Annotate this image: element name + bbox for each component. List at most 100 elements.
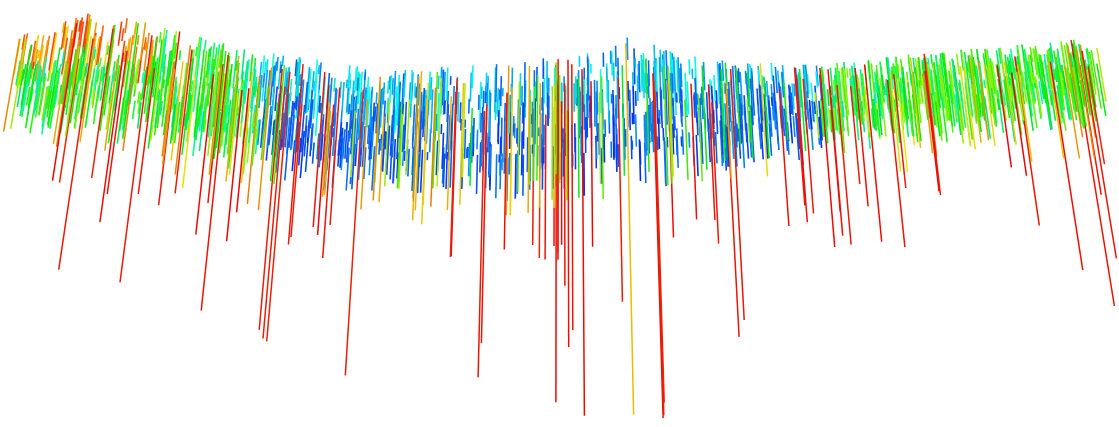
vector-stroke xyxy=(375,106,376,121)
vector-stroke xyxy=(672,74,673,94)
vector-stroke xyxy=(534,86,535,181)
vector-stroke xyxy=(403,150,404,167)
vector-stroke xyxy=(205,40,206,49)
vector-stroke xyxy=(639,139,640,181)
vector-stroke xyxy=(913,58,915,74)
vector-stroke xyxy=(522,132,523,176)
vector-stroke xyxy=(617,135,618,160)
vector-stroke xyxy=(653,117,654,134)
vector-stroke xyxy=(385,132,386,150)
vector-stroke xyxy=(648,74,649,99)
vector-stroke xyxy=(496,154,497,198)
vector-stroke xyxy=(676,136,677,156)
vector-stroke xyxy=(313,142,315,163)
vector-stroke xyxy=(630,90,631,113)
vector-stroke xyxy=(793,116,795,137)
vector-stroke xyxy=(316,90,320,136)
vector-stroke xyxy=(601,69,602,113)
vector-stroke xyxy=(738,68,739,82)
vector-stroke xyxy=(908,55,909,67)
vector-stroke xyxy=(357,78,358,91)
vector-stroke xyxy=(469,143,470,176)
vector-stroke xyxy=(540,83,541,208)
vector-stroke xyxy=(591,81,593,247)
vector-stroke xyxy=(572,64,573,330)
vector-stroke xyxy=(393,152,395,181)
vector-stroke xyxy=(137,35,138,45)
vector-stroke xyxy=(470,73,471,102)
vector-stroke xyxy=(673,98,674,128)
vector-stroke xyxy=(408,149,409,177)
vector-stroke xyxy=(537,75,538,181)
vector-stroke xyxy=(694,97,695,118)
vector-stroke xyxy=(984,80,985,88)
vector-stroke xyxy=(473,118,474,148)
vector-stroke xyxy=(179,50,180,60)
vector-stroke xyxy=(689,132,690,147)
vector-stroke xyxy=(460,102,461,122)
vector-stroke xyxy=(415,83,416,97)
vector-stroke xyxy=(742,126,743,142)
vector-stroke xyxy=(656,63,657,90)
vector-stroke xyxy=(490,146,491,175)
vector-stroke xyxy=(722,60,723,81)
vector-stroke xyxy=(847,68,848,78)
vector-stroke xyxy=(681,64,682,88)
vector-stroke xyxy=(863,111,864,121)
vector-stroke xyxy=(333,128,334,137)
vector-stroke xyxy=(568,60,569,347)
vector-stroke xyxy=(498,110,499,144)
vector-stroke xyxy=(837,85,851,245)
vector-stroke xyxy=(697,93,698,104)
vector-stroke xyxy=(282,56,283,67)
vector-stroke xyxy=(404,87,405,99)
vector-stroke xyxy=(789,95,790,106)
vector-stroke xyxy=(957,54,960,75)
vector-stroke xyxy=(633,86,634,124)
vector-stroke xyxy=(438,76,439,89)
vector-stroke xyxy=(643,53,644,87)
vector-stroke xyxy=(496,64,497,102)
vector-stroke xyxy=(421,150,423,193)
vector-stroke xyxy=(373,103,374,121)
vector-stroke xyxy=(823,70,824,82)
vector-stroke xyxy=(334,78,335,92)
vector-stroke xyxy=(296,97,297,111)
vector-stroke xyxy=(281,65,282,73)
vector-stroke xyxy=(922,77,923,86)
vector-stroke xyxy=(759,70,760,81)
vector-stroke xyxy=(674,57,676,102)
vector-stroke xyxy=(524,104,525,149)
vector-stroke xyxy=(697,111,698,135)
vector-stroke xyxy=(681,89,682,101)
vector-stroke xyxy=(771,63,772,81)
vector-stroke xyxy=(1082,51,1116,259)
vector-stroke xyxy=(454,86,455,105)
vector-stroke xyxy=(430,86,431,100)
vector-stroke xyxy=(518,82,519,192)
vector-stroke xyxy=(682,113,683,127)
vector-stroke xyxy=(528,66,529,213)
vector-stroke xyxy=(388,81,389,94)
vector-stroke xyxy=(319,65,320,74)
vector-stroke xyxy=(608,80,609,124)
vector-stroke xyxy=(523,155,524,196)
vector-stroke xyxy=(858,79,859,89)
vector-stroke xyxy=(714,75,715,101)
vector-stroke xyxy=(641,55,642,91)
vector-stroke xyxy=(794,84,795,97)
vector-stroke xyxy=(757,89,758,103)
vector-stroke xyxy=(277,57,278,71)
vector-stroke xyxy=(652,123,653,141)
vector-stroke xyxy=(613,116,614,160)
vector-stroke xyxy=(884,86,885,95)
vector-stroke xyxy=(707,92,709,132)
vector-stroke xyxy=(1008,95,1015,142)
vector-stroke xyxy=(369,92,370,105)
vector-stroke xyxy=(500,160,501,190)
vector-stroke xyxy=(383,82,384,104)
vector-stroke xyxy=(509,95,510,133)
vector-stroke xyxy=(834,80,835,92)
vector-field-view xyxy=(0,0,1119,427)
vector-stroke xyxy=(458,92,459,122)
